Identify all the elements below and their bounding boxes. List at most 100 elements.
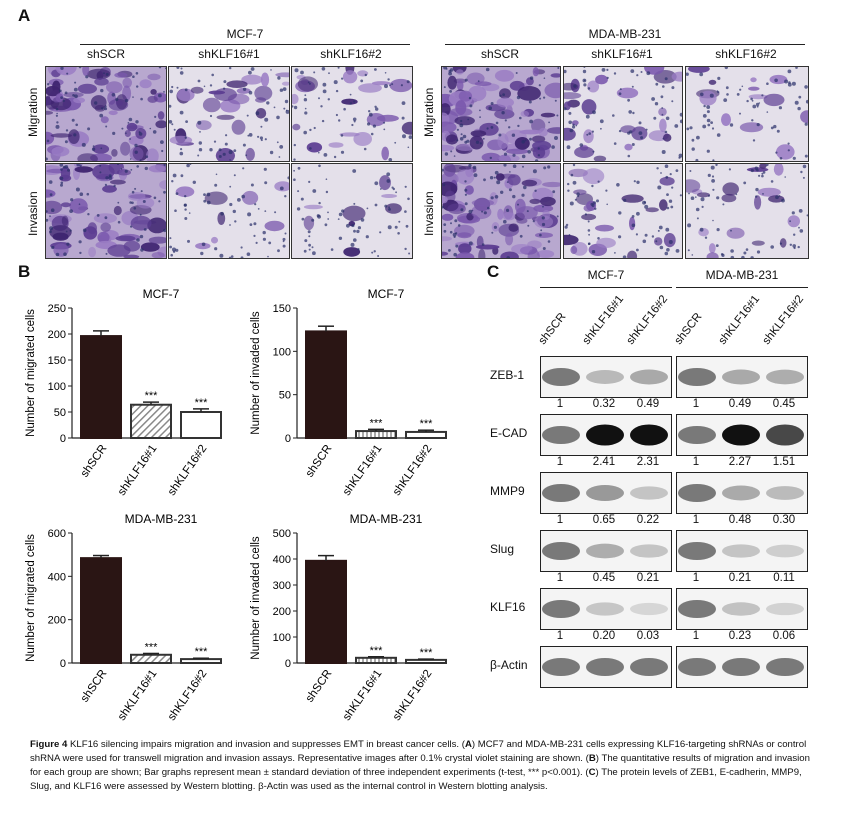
bar	[130, 653, 172, 664]
x-tick-label: shSCR	[304, 668, 335, 705]
y-tick-label: 200	[273, 606, 291, 618]
wb-row-label: ZEB-1	[490, 368, 525, 382]
micrograph	[563, 163, 683, 259]
micrograph	[685, 66, 809, 162]
micrograph	[168, 163, 290, 259]
y-tick-label: 400	[48, 571, 66, 583]
micrograph	[441, 66, 561, 162]
bar-chart-mda-invasion: MDA-MB-231 Number of invaded cells 0 100 200…	[250, 512, 447, 723]
wb-band	[542, 600, 580, 618]
wb-band	[542, 484, 580, 502]
wb-band-strip	[542, 484, 668, 502]
y-tick-label: 500	[273, 528, 291, 540]
y-axis-label: Number of invaded cells	[250, 536, 262, 660]
wb-column-label: shSCR	[536, 310, 569, 347]
micrograph	[685, 163, 809, 259]
wb-band	[722, 602, 760, 616]
wb-blot	[676, 588, 808, 630]
wb-row-label: E-CAD	[490, 426, 528, 440]
column-label: shKLF16#1	[591, 47, 653, 61]
wb-quant-value: 0.45	[592, 572, 616, 584]
wb-band	[766, 369, 804, 385]
bar	[80, 335, 122, 439]
wb-group-title-mcf7: MCF-7	[587, 268, 625, 282]
y-axis-label: Number of invaded cells	[250, 311, 262, 435]
bar	[355, 430, 397, 439]
panel-a-letter: A	[18, 6, 31, 25]
caption-ref: B	[588, 753, 596, 764]
wb-band	[678, 484, 716, 502]
wb-band	[586, 602, 624, 616]
micrograph	[45, 66, 167, 162]
significance-marker: ***	[370, 417, 384, 429]
bar	[355, 656, 397, 665]
wb-quant-value: 1	[556, 514, 564, 526]
wb-column-label: shSCR	[672, 310, 705, 347]
wb-blot	[540, 530, 672, 572]
micrograph-texture	[46, 164, 166, 258]
wb-group-title-mda: MDA-MB-231	[705, 268, 779, 282]
wb-band	[630, 602, 668, 616]
y-tick-label: 50	[279, 390, 291, 402]
column-label: shSCR	[480, 47, 519, 61]
micrograph-texture	[686, 164, 808, 258]
micrograph-texture	[46, 67, 166, 161]
y-tick-label: 600	[48, 528, 66, 540]
x-tick-label: shSCR	[79, 443, 110, 480]
wb-band	[542, 368, 580, 386]
caption-ref: C	[588, 767, 596, 778]
x-tick-label: shKLF16#2	[166, 443, 210, 498]
micrograph-texture	[292, 67, 412, 161]
wb-blot	[676, 530, 808, 572]
row-label-migration: Migration	[26, 87, 40, 137]
y-tick-label: 50	[54, 407, 66, 419]
micrograph-texture	[686, 67, 808, 161]
column-label: shKLF16#2	[715, 47, 777, 61]
wb-quant-value: 1	[692, 572, 700, 584]
micrograph-texture	[564, 67, 682, 161]
micrograph-texture	[442, 164, 560, 258]
wb-quant-value: 1	[692, 398, 700, 410]
wb-blot	[676, 646, 808, 688]
panel-b-letter: B	[18, 262, 31, 281]
significance-marker: ***	[195, 646, 209, 658]
wb-quant-value: 1	[556, 630, 564, 642]
wb-row-label: KLF16	[490, 600, 526, 614]
wb-band	[542, 542, 580, 560]
bar	[130, 403, 172, 439]
bar	[305, 559, 347, 664]
bar	[405, 430, 447, 440]
y-tick-label: 0	[285, 433, 291, 445]
chart-title: MCF-7	[368, 287, 405, 301]
column-label: shKLF16#1	[198, 47, 260, 61]
chart-title: MCF-7	[143, 287, 180, 301]
wb-band	[678, 658, 716, 676]
y-tick-label: 300	[273, 580, 291, 592]
wb-band	[542, 658, 580, 676]
wb-quant-value: 1	[692, 456, 700, 468]
x-tick-label: shKLF16#1	[341, 443, 385, 498]
y-tick-label: 250	[48, 303, 66, 315]
wb-quant-value: 0.48	[728, 514, 752, 526]
wb-row-label: MMP9	[490, 484, 525, 498]
x-tick-label: shKLF16#2	[166, 668, 210, 723]
wb-row-label: β-Actin	[490, 658, 528, 672]
group-underline	[676, 287, 808, 288]
wb-quant-value: 0.23	[728, 630, 752, 642]
wb-quant-value: 0.21	[728, 572, 752, 584]
y-tick-label: 400	[273, 554, 291, 566]
bar	[180, 411, 222, 439]
row-label-invasion: Invasion	[26, 191, 40, 236]
wb-blot	[540, 472, 672, 514]
significance-marker: ***	[195, 397, 209, 409]
caption-head: Figure 4	[30, 739, 68, 750]
wb-band-strip	[678, 658, 804, 676]
y-axis-label: Number of migrated cells	[25, 309, 37, 437]
caption-text: ) MCF7 and MDA-MB-231 cells expressing K…	[30, 739, 807, 764]
micrograph-texture	[169, 164, 289, 258]
panel-a-group-title-mda: MDA-MB-231	[588, 27, 662, 41]
wb-quant-value: 0.03	[636, 630, 660, 642]
wb-band	[542, 426, 580, 444]
micrograph	[441, 163, 561, 259]
bar	[305, 330, 347, 439]
